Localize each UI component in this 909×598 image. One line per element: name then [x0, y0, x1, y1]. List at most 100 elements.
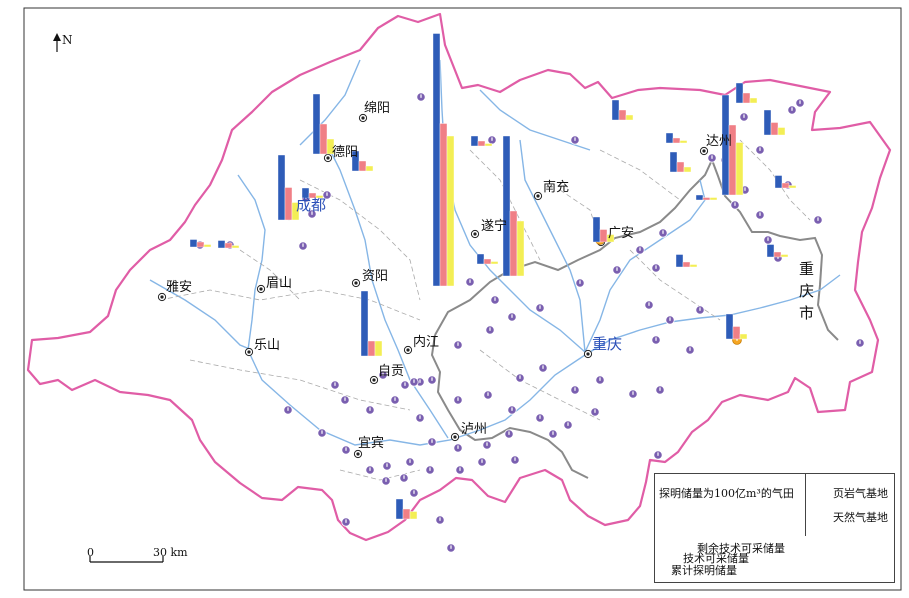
north-label: N: [62, 33, 73, 47]
remaining-reserve-bar: [291, 202, 300, 221]
technical-reserve-bar: [773, 251, 782, 258]
cumulative-reserve-bar: [725, 313, 734, 340]
gas-field-bars: [669, 151, 692, 173]
city-marker-meishan: [256, 284, 266, 294]
gas-base-icon: [453, 443, 463, 453]
city-label-dazhou: 达州: [706, 134, 733, 149]
remaining-reserve-bar: [231, 245, 240, 249]
city-label-chengdu: 成都: [296, 196, 327, 214]
gas-base-icon: [409, 488, 419, 498]
city-marker-chongqing: [583, 349, 593, 359]
legend-divider-vertical: [805, 474, 806, 536]
remaining-reserve-bar: [788, 185, 797, 189]
remaining-reserve-bar: [374, 340, 383, 357]
gas-base-icon: [465, 277, 475, 287]
city-marker-suining: [470, 229, 480, 239]
gas-base-icon: [365, 405, 375, 415]
gas-field-bars: [189, 239, 212, 248]
remaining-reserve-bar: [777, 127, 786, 136]
gas-base-icon: [795, 98, 805, 108]
gas-base-icon: [655, 385, 665, 395]
gas-base-icon: [365, 465, 375, 475]
remaining-reserve-bar: [749, 97, 758, 104]
gas-field-bars: [675, 254, 698, 268]
cumulative-reserve-bar: [592, 216, 601, 243]
city-marker-deyang: [323, 153, 333, 163]
city-label-nanchong: 南充: [543, 180, 570, 195]
remaining-reserve-bar: [315, 195, 324, 199]
gas-base-icon: [515, 373, 525, 383]
gas-base-icon: [855, 338, 865, 348]
gas-base-icon: [612, 265, 622, 275]
gas-base-icon: [510, 455, 520, 465]
gas-base-icon: [651, 263, 661, 273]
gas-field-bars: [665, 132, 688, 144]
city-label-chongqing: 重庆: [592, 335, 623, 353]
gas-base-icon: [595, 375, 605, 385]
remaining-reserve-bar: [739, 333, 748, 340]
city-label-zigong: 自贡: [378, 364, 405, 379]
gas-base-icon: [538, 363, 548, 373]
gas-field-bars: [476, 253, 499, 265]
rivers: [149, 59, 841, 446]
gas-base-icon: [341, 517, 351, 527]
gas-base-icon: [446, 543, 456, 553]
cumulative-reserve-bar: [189, 239, 198, 248]
cumulative-reserve-bar: [675, 254, 684, 268]
north-arrow-icon: [53, 33, 61, 52]
gas-base-icon: [651, 335, 661, 345]
remaining-reserve-bar: [409, 511, 418, 520]
technical-reserve-bar: [196, 241, 205, 248]
remaining-reserve-bar: [365, 165, 374, 172]
gas-base-icon: [378, 370, 388, 380]
gas-base-icon: [570, 385, 580, 395]
cumulative-reserve-bar: [312, 93, 321, 155]
city-marker-mianyang: [358, 113, 368, 123]
remaining-reserve-bar: [735, 142, 744, 196]
remaining-reserve-bar: [689, 264, 698, 268]
technical-reserve-bar: [439, 123, 448, 287]
city-marker-zigong: [369, 375, 379, 385]
remaining-reserve-bar: [516, 220, 525, 277]
cumulative-reserve-bar: [432, 33, 441, 287]
gas-base-icon: [307, 209, 317, 219]
gas-field-bars: [592, 216, 615, 243]
gas-base-icon: [507, 312, 517, 322]
gas-base-icon: [739, 112, 749, 122]
gas-base-icon: [590, 407, 600, 417]
gas-base-icon: [485, 325, 495, 335]
gas-base-icon: [685, 345, 695, 355]
city-marker-leshan: [244, 347, 254, 357]
technical-reserve-bar: [781, 182, 790, 189]
remaining-reserve-bar: [780, 254, 789, 258]
technical-reserve-bar: [483, 258, 492, 265]
city-marker-neijiang: [403, 345, 413, 355]
gas-field-bars: [217, 240, 240, 249]
gas-base-icon: [341, 445, 351, 455]
gas-base-icon: [415, 413, 425, 423]
city-marker-ziyang: [351, 278, 361, 288]
cumulative-reserve-bar: [277, 154, 286, 221]
gas-base-icon: [427, 437, 437, 447]
gas-base-icon: [477, 457, 487, 467]
gas-base-icon: [535, 303, 545, 313]
remaining-reserve-bar: [490, 261, 499, 265]
city-label-neijiang: 内江: [413, 335, 440, 350]
gas-base-icon: [390, 395, 400, 405]
gas-base-icon: [653, 450, 663, 460]
remaining-reserve-bar: [679, 140, 688, 144]
scale-bar: [89, 556, 164, 563]
gas-base-icon: [695, 305, 705, 315]
legend: 探明储量为100亿m³的气田 页岩气基地 天然气基地 剩余技术可采储量 技术可采…: [654, 473, 895, 583]
gas-base-icon: [490, 295, 500, 305]
gas-base-icon: [635, 245, 645, 255]
cumulative-reserve-bar: [763, 109, 772, 136]
chongqing-boundary: [430, 157, 839, 479]
city-label-leshan: 乐山: [254, 338, 281, 353]
remaining-reserve-bar: [484, 143, 493, 147]
gas-base-icon: [322, 190, 332, 200]
gas-base-icon: [658, 228, 668, 238]
city-label-deyang: 德阳: [332, 145, 359, 160]
gas-base-icon: [644, 300, 654, 310]
